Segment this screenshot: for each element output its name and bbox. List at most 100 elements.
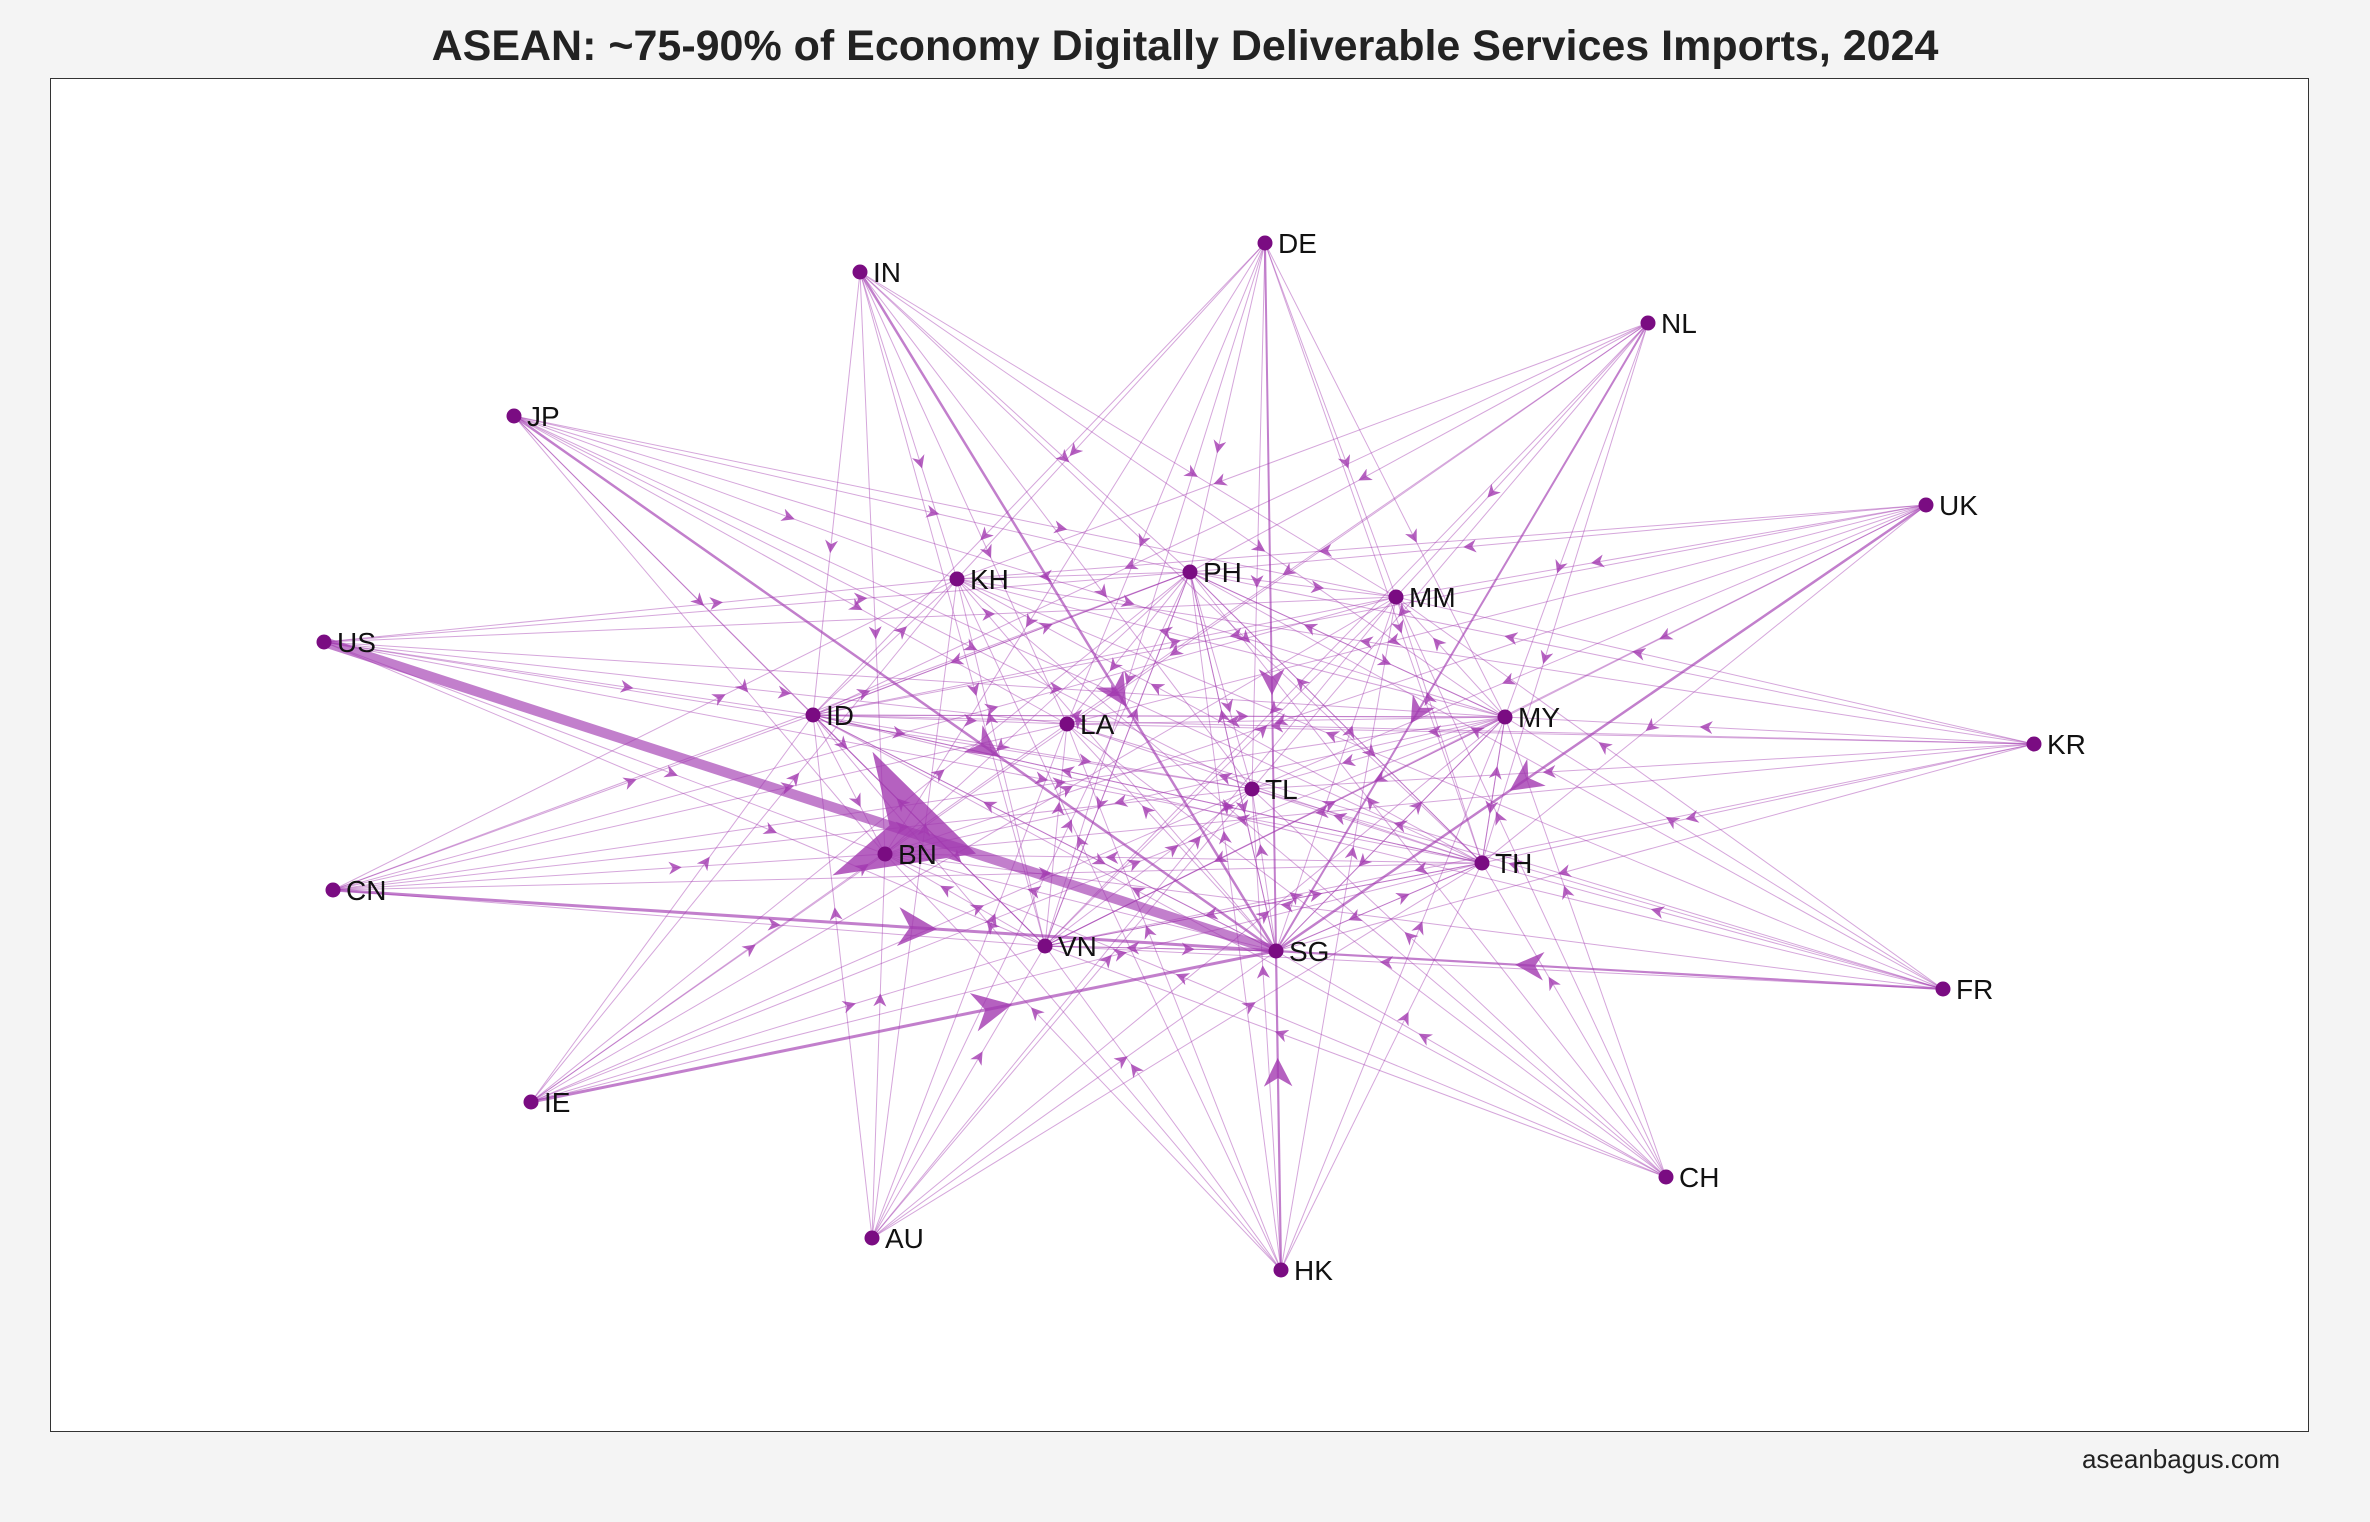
node-label-tl: TL xyxy=(1265,774,1298,805)
edge-CH-VN xyxy=(1274,1029,1667,1178)
edge-PH-MM-tail xyxy=(1317,587,1397,598)
edge-VN-MM xyxy=(1044,725,1268,947)
edge-DE-PH-tail xyxy=(1189,446,1219,573)
edge-MY-BN xyxy=(1114,716,1506,807)
edge-MY-VN xyxy=(1213,716,1506,862)
edge-UK-SG xyxy=(1509,503,1927,791)
edge-HK-LA xyxy=(1144,925,1282,1271)
edge-CH-LA xyxy=(1289,892,1667,1178)
node-label-ph: PH xyxy=(1203,557,1242,588)
edge-US-PH-tail xyxy=(860,571,1191,600)
edge-SG-MM xyxy=(1275,725,1355,952)
edge-NL-KH xyxy=(1213,322,1649,486)
edge-FR-VN-tail xyxy=(1044,945,1387,963)
edge-KR-ID-tail xyxy=(812,714,1277,727)
edge-IN-MM-tail xyxy=(1192,473,1397,598)
edge-FR-BN xyxy=(1280,899,1944,990)
edge-SG-BN-tail xyxy=(884,853,1034,892)
edge-CN-BN xyxy=(332,861,682,891)
node-mm xyxy=(1388,589,1404,605)
edge-JP-SG xyxy=(513,414,1000,758)
edge-AU-MY xyxy=(871,910,1270,1239)
edge-CN-LA-tail xyxy=(787,723,1068,788)
edge-AU-MM xyxy=(871,835,1201,1239)
edge-UK-TL xyxy=(1502,504,1927,685)
edge-ID-VN-tail xyxy=(956,857,1046,947)
edge-US-KH xyxy=(323,597,723,643)
edge-JP-TL-tail xyxy=(971,646,1253,790)
edge-US-MY-tail xyxy=(1056,688,1506,718)
edge-PH-TH xyxy=(1189,571,1376,758)
edge-UK-LA xyxy=(1387,504,1927,646)
edge-IE-TL-tail xyxy=(977,788,1253,909)
edge-NL-VN xyxy=(1269,322,1649,714)
edge-VN-LA-tail xyxy=(1058,723,1068,809)
edge-VN-SG-tail xyxy=(1188,948,1277,952)
edge-KR-BN xyxy=(1315,743,2035,819)
edge-US-TL-tail xyxy=(899,732,1253,790)
edge-CN-PH-tail xyxy=(864,571,1191,694)
edge-NL-PH xyxy=(1358,322,1649,481)
node-us xyxy=(316,634,332,650)
edge-TH-SG xyxy=(1348,862,1483,921)
edge-VN-PH-tail xyxy=(1134,571,1191,715)
edge-MY-PH xyxy=(1303,623,1506,718)
edge-HK-MY xyxy=(1280,921,1424,1271)
node-nl xyxy=(1640,315,1656,331)
edge-CH-MM-tail xyxy=(1395,596,1500,818)
edge-ID-MY xyxy=(812,709,1249,723)
edge-ID-PH xyxy=(812,622,1053,716)
edge-DE-KH-tail xyxy=(956,450,1075,580)
edge-IE-LA-tail xyxy=(863,723,1068,869)
edge-MY-LA-tail xyxy=(1066,720,1234,725)
edge-NL-KH-tail xyxy=(956,481,1220,580)
edge-DE-TH-tail xyxy=(1399,627,1483,864)
node-label-kh: KH xyxy=(970,564,1009,595)
node-tl xyxy=(1244,781,1260,797)
edge-DE-SG xyxy=(1258,242,1285,695)
edge-UK-KH xyxy=(1318,504,1927,557)
edge-DE-TL xyxy=(1250,242,1266,589)
edge-FR-TL xyxy=(1508,860,1944,990)
edge-DE-BN xyxy=(1025,242,1266,628)
edge-SG-TH xyxy=(1275,893,1410,952)
edge-CN-MY-tail xyxy=(1059,716,1506,784)
edge-ID-BN-tail xyxy=(857,800,886,855)
edge-JP-MM-tail xyxy=(1060,527,1397,598)
node-uk xyxy=(1918,497,1934,513)
edge-JP-PH xyxy=(513,415,940,518)
edge-KR-SG-tail xyxy=(1275,871,1565,952)
edge-US-SG-tail xyxy=(912,828,1278,956)
node-label-au: AU xyxy=(885,1223,924,1254)
edge-FR-SG-tail xyxy=(1275,949,1530,967)
edge-PH-ID-tail xyxy=(812,660,957,716)
edge-UK-PH-tail xyxy=(1189,546,1470,573)
edge-PH-BN xyxy=(996,571,1191,752)
edge-CH-KH xyxy=(1221,802,1667,1178)
edge-AU-PH xyxy=(871,819,1073,1239)
node-in xyxy=(852,264,868,280)
edge-FR-MY xyxy=(1665,816,1944,990)
edge-KR-MY-tail xyxy=(1504,716,1707,728)
edge-US-MM-tail xyxy=(988,596,1397,615)
edge-ID-KH-tail xyxy=(901,578,958,632)
edge-DE-MM xyxy=(1264,242,1351,469)
node-label-th: TH xyxy=(1495,848,1532,879)
edge-VN-BN xyxy=(940,885,1046,947)
edge-CH-LA-tail xyxy=(1066,723,1295,897)
edge-SG-KH xyxy=(1073,715,1277,952)
nodes-layer: IN DE NL JP UK KH PH MM US ID LA MY KR TL BN TH CN VN SG FR… xyxy=(316,228,2086,1286)
edge-TH-MM xyxy=(1424,691,1483,864)
edge-HK-TL xyxy=(1256,965,1282,1271)
edge-PH-KH-tail xyxy=(956,575,1046,580)
edge-MY-ID xyxy=(1069,709,1506,723)
node-label-mm: MM xyxy=(1409,582,1456,613)
edge-JP-MY-tail xyxy=(1128,602,1506,718)
edge-NL-VN-tail xyxy=(1044,708,1275,947)
edge-FR-LA xyxy=(1393,820,1944,990)
edge-AU-SG-tail xyxy=(1122,950,1277,1061)
edge-JP-ID-tail xyxy=(699,601,814,716)
edge-VN-MY-tail xyxy=(1329,716,1506,805)
edge-FR-TH xyxy=(1650,906,1944,990)
